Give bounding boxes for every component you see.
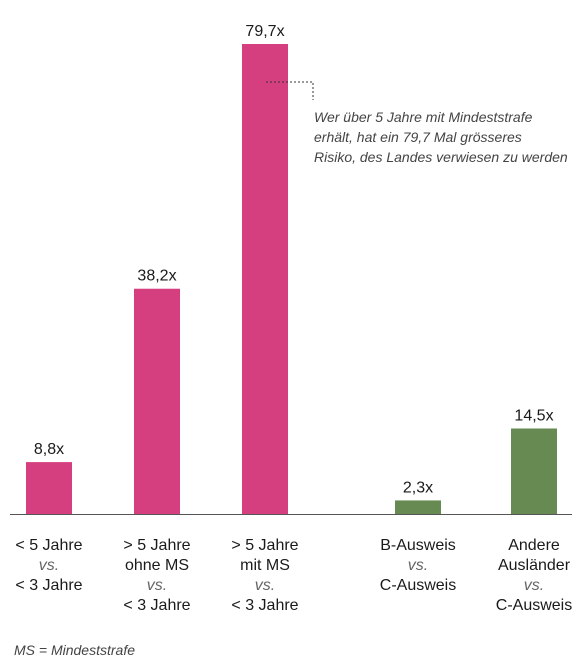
annotation-line: Risiko, des Landes verwiesen zu werden xyxy=(314,149,568,165)
bar-value-label-2: 79,7x xyxy=(245,23,284,40)
bar-value-label-1: 38,2x xyxy=(137,268,176,285)
category-label-line: ohne MS xyxy=(124,557,190,574)
bar-4 xyxy=(511,428,557,514)
category-label-line: < 3 Jahre xyxy=(15,577,83,594)
category-label-line: < 3 Jahre xyxy=(123,597,191,614)
category-label-2: > 5 Jahre mit MS vs. < 3 Jahre xyxy=(210,536,320,616)
vs-label: vs. xyxy=(407,557,429,574)
bar-0 xyxy=(26,462,72,514)
category-label-1: > 5 Jahre ohne MS vs. < 3 Jahre xyxy=(102,536,212,616)
category-label-4: Andere Ausländer vs. C-Ausweis xyxy=(479,536,582,616)
category-label-line: C-Ausweis xyxy=(495,597,573,614)
vs-label: vs. xyxy=(523,577,545,594)
bar-2 xyxy=(242,44,288,514)
vs-label: vs. xyxy=(38,557,60,574)
vs-label: vs. xyxy=(146,577,168,594)
bar-1 xyxy=(134,288,180,514)
annotation-line: erhält, hat ein 79,7 Mal grösseres xyxy=(314,129,522,145)
category-label-line: mit MS xyxy=(240,557,290,574)
annotation-line: Wer über 5 Jahre mit Mindeststrafe xyxy=(314,109,533,125)
vs-label: vs. xyxy=(254,577,276,594)
category-label-0: < 5 Jahre vs. < 3 Jahre xyxy=(0,536,104,596)
category-label-line: < 5 Jahre xyxy=(15,537,83,554)
bar-value-label-0: 8,8x xyxy=(34,441,64,458)
category-label-line: C-Ausweis xyxy=(379,577,457,594)
bar-value-label-3: 2,3x xyxy=(403,479,433,496)
bar-value-label-4: 14,5x xyxy=(514,407,553,424)
category-label-3: B-Ausweis vs. C-Ausweis xyxy=(363,536,473,596)
category-label-line: > 5 Jahre xyxy=(123,537,191,554)
category-label-line: > 5 Jahre xyxy=(231,537,299,554)
category-label-line: B-Ausweis xyxy=(380,537,456,554)
category-label-line: Andere xyxy=(508,537,560,554)
category-label-line: < 3 Jahre xyxy=(231,597,299,614)
category-label-line: Ausländer xyxy=(497,557,571,574)
annotation: Wer über 5 Jahre mit Mindeststrafe erhäl… xyxy=(314,107,582,167)
bar-3 xyxy=(395,500,441,514)
footnote: MS = Mindeststrafe xyxy=(14,642,135,658)
